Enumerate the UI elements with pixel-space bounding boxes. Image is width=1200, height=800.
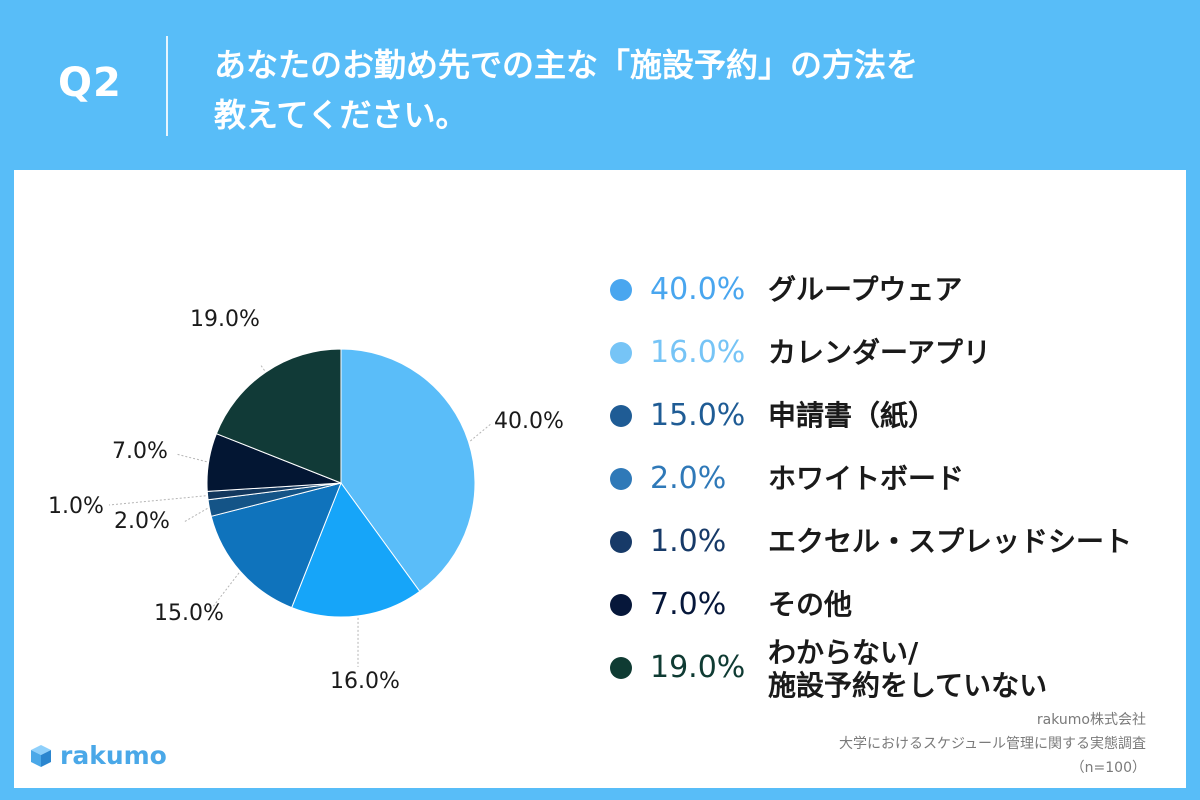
pie-data-label-1: 40.0% [494, 409, 564, 434]
source-company: rakumo株式会社 [1036, 712, 1146, 728]
legend-value-5: 1.0% [650, 524, 727, 559]
pie-data-label-4: 2.0% [114, 509, 170, 534]
pie-leader-line-7 [259, 363, 265, 371]
legend-label-1: グループウェア [768, 273, 963, 306]
legend-item-5: 1.0% エクセル・スプレッドシート [610, 522, 1180, 562]
legend-item-7: 19.0% わからない/施設予約をしていない [610, 636, 1180, 702]
pie-leader-line-5 [108, 495, 206, 506]
question-line-1: あなたのお勤め先での主な「施設予約」の方法を [214, 46, 919, 84]
question-text: あなたのお勤め先での主な「施設予約」の方法を 教えてください。 [214, 40, 918, 140]
pie-leader-line-3 [211, 572, 240, 609]
chart-panel: 40.0% 16.0% 15.0% 2.0% 1.0% 7.0% 19.0% 40.0% グル… [14, 170, 1186, 788]
pie-slice-7 [215, 348, 342, 484]
legend-item-2: 16.0% カレンダーアプリ [610, 333, 1180, 373]
source-note: rakumo株式会社 大学におけるスケジュール管理に関する実態調査 （n=100… [839, 708, 1146, 780]
header: Q2 あなたのお勤め先での主な「施設予約」の方法を 教えてください。 [0, 0, 1200, 170]
legend-dot-2 [610, 342, 632, 364]
legend-dot-1 [610, 279, 632, 301]
legend-dot-6 [610, 594, 632, 616]
legend-label-3: 申請書（紙） [768, 399, 937, 432]
pie-data-label-5: 1.0% [48, 494, 104, 519]
legend-dot-5 [610, 531, 632, 553]
legend-label-2: カレンダーアプリ [768, 336, 991, 369]
header-divider [166, 36, 168, 136]
legend-item-6: 7.0% その他 [610, 585, 1180, 625]
brand-name: rakumo [60, 741, 167, 770]
question-line-2: 教えてください。 [214, 96, 468, 134]
legend-value-3: 15.0% [650, 398, 746, 433]
legend-label-5: エクセル・スプレッドシート [768, 525, 1133, 558]
pie-leader-line-4 [183, 508, 208, 523]
legend-item-4: 2.0% ホワイトボード [610, 459, 1180, 499]
legend-item-3: 15.0% 申請書（紙） [610, 396, 1180, 436]
legend-dot-4 [610, 468, 632, 490]
question-number: Q2 [58, 60, 122, 106]
legend-label-4: ホワイトボード [768, 462, 965, 495]
legend-dot-3 [610, 405, 632, 427]
legend-dot-7 [610, 657, 632, 679]
legend-value-4: 2.0% [650, 461, 727, 496]
legend-value-7: 19.0% [650, 650, 746, 685]
pie-data-label-3: 15.0% [154, 601, 224, 626]
legend-label-7: わからない/施設予約をしていない [768, 636, 1048, 702]
legend-value-2: 16.0% [650, 335, 746, 370]
pie-slice-2 [291, 481, 421, 618]
legend-label-6: その他 [768, 588, 853, 621]
pie-data-label-7: 19.0% [190, 307, 260, 332]
pie-data-label-2: 16.0% [330, 669, 400, 694]
pie-slice-3 [210, 482, 342, 609]
legend-value-6: 7.0% [650, 587, 727, 622]
legend-value-1: 40.0% [650, 272, 746, 307]
rakumo-logo-icon [31, 745, 51, 767]
pie-data-label-6: 7.0% [112, 439, 168, 464]
pie-leader-line-6 [175, 453, 207, 463]
source-survey: 大学におけるスケジュール管理に関する実態調査 [838, 736, 1146, 752]
pie-chart: 40.0% 16.0% 15.0% 2.0% 1.0% 7.0% 19.0% [48, 307, 564, 694]
pie-leader-line-1 [470, 422, 493, 442]
pie-slice-1 [340, 348, 476, 593]
source-sample-size: （n=100） [1070, 760, 1146, 776]
legend-item-1: 40.0% グループウェア [610, 270, 1180, 310]
